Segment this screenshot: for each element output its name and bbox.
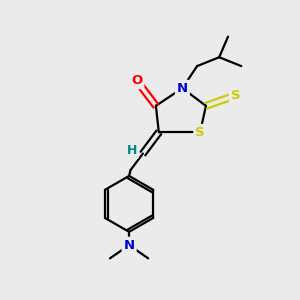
Text: O: O xyxy=(131,74,142,87)
Text: S: S xyxy=(195,126,205,139)
Text: N: N xyxy=(124,238,135,252)
Text: N: N xyxy=(177,82,188,95)
Text: H: H xyxy=(127,144,137,157)
Text: S: S xyxy=(231,89,241,102)
